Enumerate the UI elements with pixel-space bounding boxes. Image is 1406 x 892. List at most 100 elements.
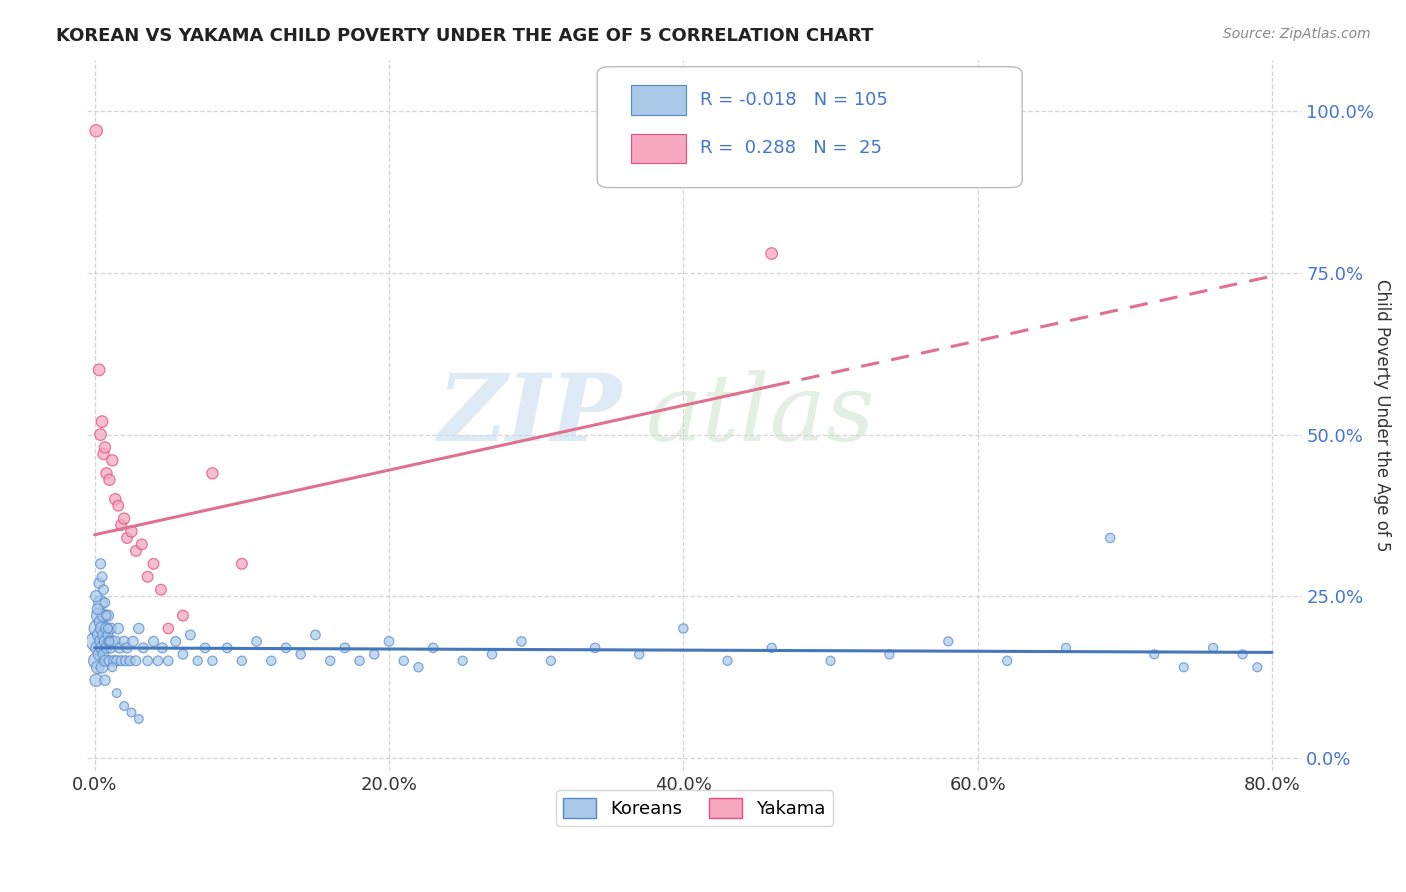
Point (90, 427, 112, 442)
Point (128, 712, 150, 726)
Y-axis label: Child Poverty Under the Age of 5: Child Poverty Under the Age of 5 (1374, 279, 1391, 551)
Point (94, 596, 117, 610)
Point (716, 654, 738, 668)
Point (349, 654, 371, 668)
Point (201, 654, 224, 668)
Point (179, 628, 201, 642)
Point (86, 602, 108, 616)
Point (90, 634, 112, 648)
Point (142, 557, 165, 571)
Point (110, 654, 132, 668)
Point (142, 634, 165, 648)
Point (583, 640, 606, 655)
Point (274, 640, 297, 655)
Point (136, 654, 159, 668)
Point (100, 640, 122, 655)
Point (451, 654, 474, 668)
Point (97, 608, 120, 623)
Point (115, 640, 138, 655)
Point (96, 608, 118, 623)
Point (107, 499, 129, 513)
Point (149, 582, 172, 597)
Point (98, 634, 121, 648)
Point (86, 660, 108, 674)
Point (112, 699, 135, 714)
Point (84, 634, 107, 648)
Point (201, 467, 224, 481)
Point (112, 634, 135, 648)
Point (114, 654, 136, 668)
Point (121, 524, 143, 539)
Point (93, 608, 115, 623)
Point (94, 634, 117, 648)
Point (97, 628, 120, 642)
Point (93, 648, 115, 662)
Point (1173, 660, 1195, 674)
Point (103, 654, 125, 668)
Point (936, 634, 959, 648)
Point (98, 634, 121, 648)
Point (86, 622, 108, 636)
Text: R = -0.018   N = 105: R = -0.018 N = 105 (700, 91, 889, 109)
Point (540, 654, 562, 668)
Text: KOREAN VS YAKAMA CHILD POVERTY UNDER THE AGE OF 5 CORRELATION CHART: KOREAN VS YAKAMA CHILD POVERTY UNDER THE… (56, 27, 873, 45)
Point (132, 640, 155, 655)
Point (84, 589, 107, 603)
Point (319, 654, 342, 668)
Point (104, 634, 127, 648)
Point (94, 673, 117, 688)
Point (87, 608, 110, 623)
Point (157, 622, 180, 636)
Point (761, 640, 783, 655)
Point (150, 640, 173, 655)
Point (105, 686, 128, 700)
Point (97, 622, 120, 636)
Point (101, 634, 124, 648)
Point (87, 628, 110, 642)
Point (91, 570, 114, 584)
Point (84, 124, 107, 138)
FancyBboxPatch shape (631, 86, 686, 115)
Point (104, 492, 127, 507)
Point (157, 654, 180, 668)
Point (122, 634, 145, 648)
Point (128, 622, 150, 636)
Point (112, 511, 135, 525)
Point (87, 648, 110, 662)
Point (121, 706, 143, 720)
Point (115, 531, 138, 545)
Point (91, 660, 114, 674)
Point (93, 582, 115, 597)
Point (378, 634, 401, 648)
Point (820, 654, 842, 668)
Point (1143, 648, 1166, 662)
Point (84, 673, 107, 688)
Point (125, 654, 148, 668)
Point (510, 634, 533, 648)
Point (290, 648, 312, 662)
Point (98, 473, 121, 487)
Point (90, 557, 112, 571)
Point (91, 622, 114, 636)
Point (93, 447, 115, 461)
Point (1202, 640, 1225, 655)
Point (761, 246, 783, 260)
Point (110, 518, 132, 533)
Point (481, 648, 503, 662)
Point (96, 622, 118, 636)
Point (125, 544, 148, 558)
Point (86, 640, 108, 655)
Point (172, 608, 194, 623)
Point (231, 557, 253, 571)
Point (90, 615, 112, 629)
Legend: Koreans, Yakama: Koreans, Yakama (555, 790, 832, 826)
Point (392, 654, 415, 668)
Point (131, 537, 153, 551)
Text: atlas: atlas (645, 370, 876, 460)
Point (84, 654, 107, 668)
Point (1054, 640, 1077, 655)
Point (1099, 531, 1122, 545)
Point (96, 640, 118, 655)
Point (194, 640, 217, 655)
Point (672, 622, 695, 636)
